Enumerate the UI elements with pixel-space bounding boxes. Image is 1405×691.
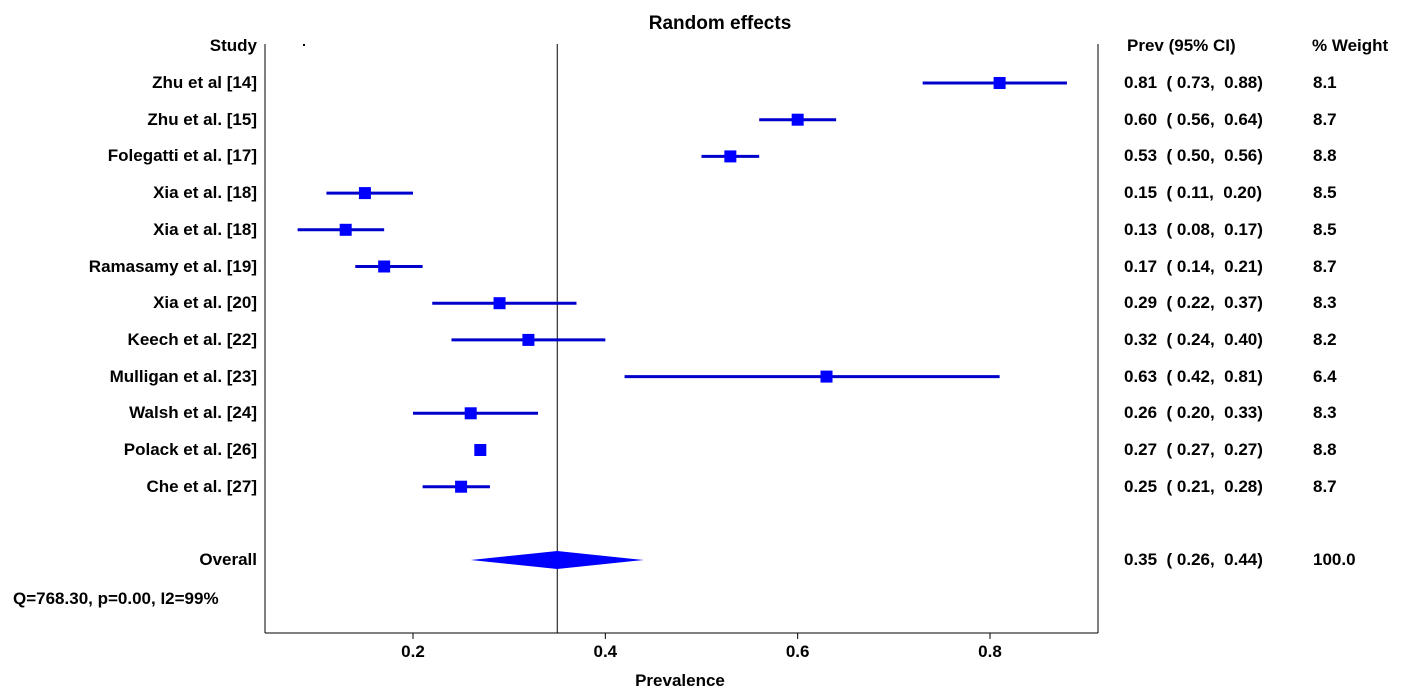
study-label: Zhu et al [14] bbox=[152, 73, 257, 92]
study-ci-text: 0.27 ( 0.27, 0.27) bbox=[1124, 440, 1263, 459]
point-estimate bbox=[724, 150, 737, 163]
study-weight: 8.7 bbox=[1313, 109, 1337, 129]
point-estimate bbox=[993, 77, 1006, 89]
study-label: Walsh et al. [24] bbox=[129, 403, 257, 423]
overall-weight: 100.0 bbox=[1313, 550, 1356, 569]
study-label: Xia et al. [18] bbox=[153, 183, 257, 203]
study-ci-text: 0.53 ( 0.50, 0.56) bbox=[1124, 146, 1263, 166]
study-weight: 8.5 bbox=[1313, 183, 1337, 203]
ci-header: Prev (95% CI) bbox=[1127, 36, 1236, 55]
study-label: Zhu et al. [15] bbox=[147, 109, 257, 129]
study-weight: 8.5 bbox=[1313, 219, 1337, 239]
study-weight: 8.7 bbox=[1313, 256, 1337, 276]
overall-diamond bbox=[470, 551, 644, 569]
overall-label: Overall bbox=[199, 550, 257, 569]
study-label: Ramasamy et al. [19] bbox=[88, 256, 257, 276]
point-estimate bbox=[474, 444, 487, 456]
study-ci-text: 0.32 ( 0.24, 0.40) bbox=[1124, 329, 1263, 349]
study-weight: 8.3 bbox=[1313, 293, 1337, 313]
study-label: Keech et al. [22] bbox=[127, 329, 257, 349]
point-estimate bbox=[455, 480, 468, 493]
point-estimate bbox=[358, 187, 371, 200]
point-estimate bbox=[791, 113, 804, 126]
study-label: Mulligan et al. [23] bbox=[109, 366, 257, 386]
study-ci-text: 0.13 ( 0.08, 0.17) bbox=[1124, 219, 1263, 239]
point-estimate bbox=[820, 370, 833, 383]
x-tick-label: 0.6 bbox=[785, 642, 810, 661]
point-estimate bbox=[464, 407, 477, 420]
overall-ci-text: 0.35 ( 0.26, 0.44) bbox=[1124, 550, 1263, 569]
x-tick-label: 0.2 bbox=[401, 642, 425, 661]
x-tick-label: 0.4 bbox=[593, 642, 618, 661]
study-weight: 8.3 bbox=[1313, 403, 1337, 423]
point-estimate bbox=[493, 297, 506, 310]
study-ci-text: 0.81 ( 0.73, 0.88) bbox=[1124, 73, 1263, 92]
study-label: Xia et al. [20] bbox=[153, 293, 257, 313]
study-label: Polack et al. [26] bbox=[123, 440, 257, 459]
study-ci-text: 0.63 ( 0.42, 0.81) bbox=[1124, 366, 1263, 386]
study-ci-text: 0.60 ( 0.56, 0.64) bbox=[1124, 109, 1263, 129]
study-weight: 6.4 bbox=[1313, 366, 1337, 386]
point-estimate bbox=[339, 223, 352, 236]
axis-dot bbox=[303, 44, 305, 46]
study-weight: 8.1 bbox=[1313, 73, 1337, 92]
heterogeneity-stat: Q=768.30, p=0.00, I2=99% bbox=[13, 589, 219, 608]
point-estimate bbox=[522, 333, 535, 346]
weight-header: % Weight bbox=[1312, 36, 1389, 55]
study-header: Study bbox=[209, 36, 257, 55]
study-label: Xia et al. [18] bbox=[153, 219, 257, 239]
study-ci-text: 0.15 ( 0.11, 0.20) bbox=[1124, 183, 1262, 203]
x-axis-label: Prevalence bbox=[635, 671, 725, 690]
study-label: Che et al. [27] bbox=[146, 476, 257, 496]
study-ci-text: 0.26 ( 0.20, 0.33) bbox=[1124, 403, 1263, 423]
study-ci-text: 0.29 ( 0.22, 0.37) bbox=[1124, 293, 1263, 313]
study-weight: 8.2 bbox=[1313, 329, 1337, 349]
point-estimate bbox=[378, 260, 391, 273]
study-ci-text: 0.25 ( 0.21, 0.28) bbox=[1124, 476, 1263, 496]
study-weight: 8.8 bbox=[1313, 440, 1337, 459]
study-weight: 8.7 bbox=[1313, 476, 1337, 496]
study-ci-text: 0.17 ( 0.14, 0.21) bbox=[1124, 256, 1263, 276]
study-weight: 8.8 bbox=[1313, 146, 1337, 166]
chart-title: Random effects bbox=[648, 13, 792, 34]
study-label: Folegatti et al. [17] bbox=[107, 146, 257, 166]
x-tick-label: 0.8 bbox=[978, 642, 1002, 661]
